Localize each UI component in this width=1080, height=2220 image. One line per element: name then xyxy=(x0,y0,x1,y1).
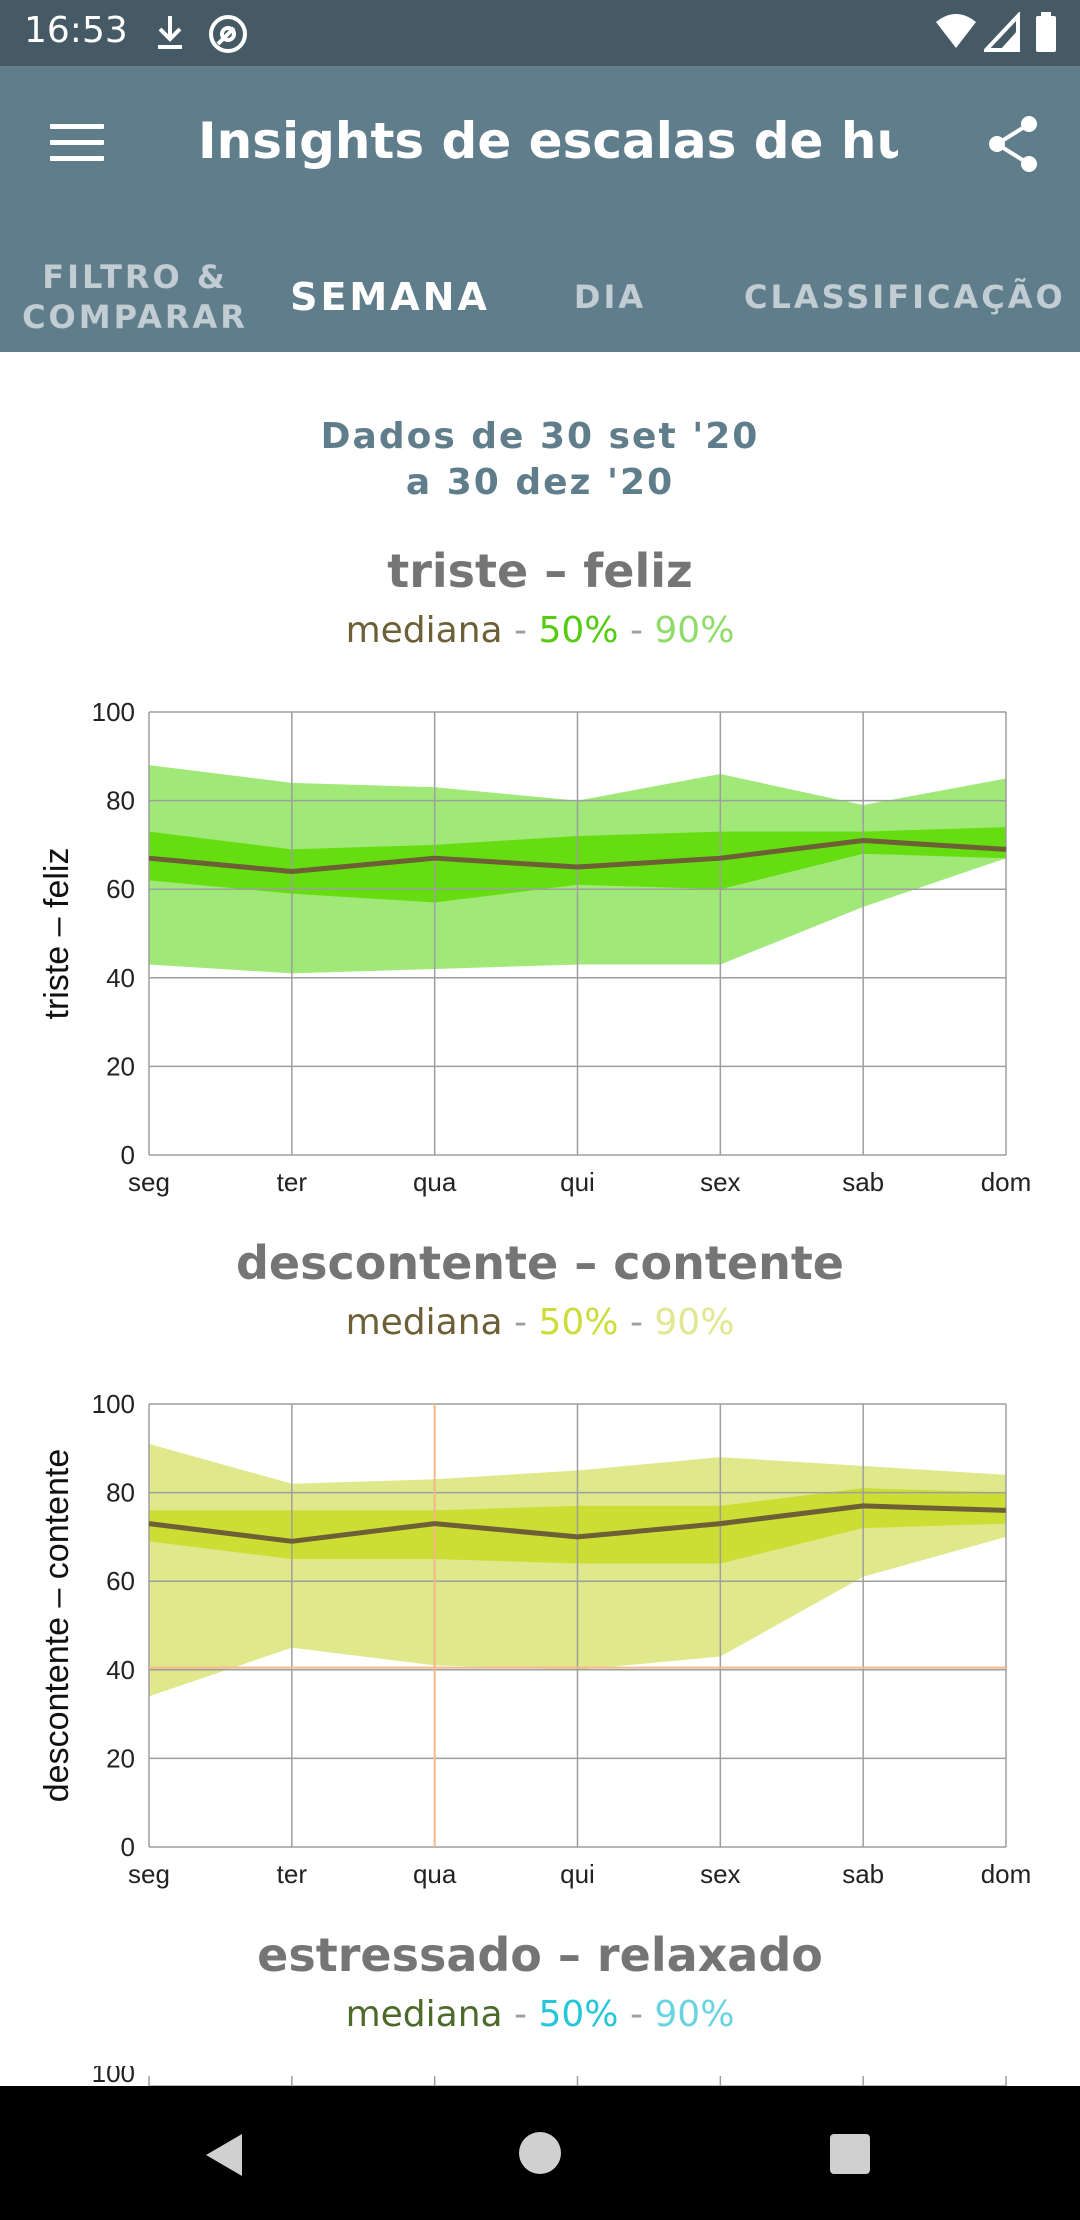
x-tick-label: dom xyxy=(981,1859,1032,1889)
y-tick-label: 40 xyxy=(106,1655,135,1685)
at-sign-icon xyxy=(209,15,247,53)
chart-title-stressed-relaxed: estressado – relaxado xyxy=(257,1928,823,1982)
legend-median: mediana xyxy=(345,1302,503,1343)
chart-title-discontent-content: descontente – contente xyxy=(235,1236,845,1290)
chart-sad-happy: 0 20 40 60 80 100 seg ter qua qui sex sab dom triste … xyxy=(38,697,1032,1197)
navigation-bar xyxy=(0,2086,1080,2220)
y-axis-label: descontente – contente xyxy=(38,1449,76,1803)
back-icon[interactable] xyxy=(200,2130,250,2180)
recents-icon[interactable] xyxy=(828,2132,872,2176)
x-tick-label: qua xyxy=(413,1167,457,1197)
date-range: Dados de 30 set '20 a 30 dez '20 xyxy=(0,414,1080,506)
tab-filter-compare[interactable]: FILTRO & COMPARAR xyxy=(22,257,248,336)
hamburger-icon[interactable] xyxy=(50,124,104,164)
y-tick-label: 20 xyxy=(106,1051,135,1081)
legend-separator: - xyxy=(618,1994,655,2035)
y-axis-label: triste – feliz xyxy=(38,848,76,1020)
y-tick-label: 20 xyxy=(106,1743,135,1773)
x-tick-label: sab xyxy=(842,1167,884,1197)
x-tick-label: sex xyxy=(700,1167,740,1197)
page-title: Insights de escalas de hu… xyxy=(198,112,898,170)
legend-p50: 50% xyxy=(538,1994,619,2035)
status-bar: 16:53 xyxy=(0,0,1080,66)
x-tick-label: dom xyxy=(981,1167,1032,1197)
date-range-line1: Dados de 30 set '20 xyxy=(320,416,760,457)
home-icon[interactable] xyxy=(517,2130,563,2176)
legend-p90: 90% xyxy=(654,1302,735,1343)
chart-legend-sad-happy: mediana - 50% - 90% xyxy=(0,610,1080,651)
legend-separator: - xyxy=(502,610,539,651)
y-tick-label: 60 xyxy=(106,874,135,904)
legend-separator: - xyxy=(502,1994,539,2035)
x-tick-label: qui xyxy=(560,1167,595,1197)
x-tick-label: ter xyxy=(277,1859,308,1889)
tab-bar: FILTRO & COMPARAR SEMANA DIA CLASSIFICAÇ… xyxy=(0,241,1080,352)
chart-title-sad-happy: triste – feliz xyxy=(387,544,693,598)
y-tick-label: 0 xyxy=(121,1140,135,1170)
y-tick-label: 60 xyxy=(106,1566,135,1596)
x-tick-label: seg xyxy=(128,1167,170,1197)
legend-median: mediana xyxy=(345,610,503,651)
y-tick-label: 100 xyxy=(92,1389,135,1419)
x-tick-label: qui xyxy=(560,1859,595,1889)
x-tick-label: qua xyxy=(413,1859,457,1889)
legend-median: mediana xyxy=(345,1994,503,2035)
chart-legend-discontent-content: mediana - 50% - 90% xyxy=(0,1302,1080,1343)
battery-icon xyxy=(1036,12,1056,52)
y-tick-label: 80 xyxy=(106,1478,135,1508)
legend-p50: 50% xyxy=(538,610,619,651)
tab-day[interactable]: DIA xyxy=(573,277,647,316)
chart-discontent-content: 0 20 40 60 80 100 seg ter qua qui sex sab dom descont… xyxy=(38,1389,1032,1889)
tab-classification[interactable]: CLASSIFICAÇÃO xyxy=(744,277,1066,316)
y-tick-label: 40 xyxy=(106,963,135,993)
chart-legend-stressed-relaxed: mediana - 50% - 90% xyxy=(0,1994,1080,2035)
median-line xyxy=(148,1503,1007,1544)
median-line xyxy=(148,837,1007,874)
legend-p90: 90% xyxy=(654,1994,735,2035)
wifi-icon xyxy=(936,14,976,48)
x-tick-label: seg xyxy=(128,1859,170,1889)
insights-content[interactable]: Dados de 30 set '20 a 30 dez '20 triste … xyxy=(0,352,1080,2086)
y-tick-label: 0 xyxy=(121,1832,135,1862)
signal-icon xyxy=(984,12,1020,52)
status-time: 16:53 xyxy=(24,10,128,51)
y-tick-label: 80 xyxy=(106,786,135,816)
date-range-line2: a 30 dez '20 xyxy=(405,462,675,503)
legend-separator: - xyxy=(618,1302,655,1343)
legend-p90: 90% xyxy=(654,610,735,651)
share-icon[interactable] xyxy=(985,114,1041,174)
tab-week[interactable]: SEMANA xyxy=(290,274,490,319)
download-icon xyxy=(158,16,182,49)
x-tick-label: sex xyxy=(700,1859,740,1889)
legend-p50: 50% xyxy=(538,1302,619,1343)
x-tick-label: ter xyxy=(277,1167,308,1197)
x-tick-label: sab xyxy=(842,1859,884,1889)
chart-stressed-relaxed: 100 xyxy=(92,2066,1007,2086)
y-tick-label: 100 xyxy=(92,697,135,727)
y-tick-label: 100 xyxy=(92,2066,135,2086)
legend-separator: - xyxy=(502,1302,539,1343)
legend-separator: - xyxy=(618,610,655,651)
app-bar: Insights de escalas de hu… FILTRO & COMP… xyxy=(0,66,1080,352)
